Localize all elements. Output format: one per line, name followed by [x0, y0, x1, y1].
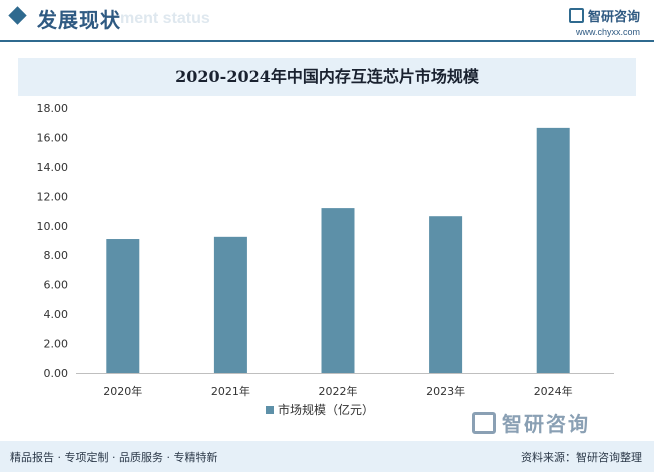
brand: 智研咨询 www.chyxx.com	[568, 5, 640, 37]
brand-logo-icon	[568, 8, 584, 23]
x-tick-label: 2022年	[319, 384, 358, 398]
footer: 精品报告 · 专项定制 · 品质服务 · 专精特新 资料来源：智研咨询整理	[0, 441, 654, 472]
y-tick-label: 2.00	[44, 338, 69, 351]
bar	[213, 236, 247, 373]
legend-swatch	[266, 406, 274, 414]
chart-title-band: 2020-2024年中国内存互连芯片市场规模	[18, 58, 636, 96]
y-tick-label: 0.00	[44, 367, 69, 380]
x-tick-label: 2021年	[211, 384, 250, 398]
x-tick-label: 2024年	[534, 384, 573, 398]
y-tick-label: 10.00	[37, 220, 69, 233]
x-axis: 2020年 2021年 2022年 2023年 2024年	[76, 373, 614, 398]
bar-chart: 0.00 2.00 4.00 6.00 8.00 10.00 12.00 14.00 16.00…	[37, 102, 614, 417]
bars	[106, 127, 570, 373]
bar	[536, 127, 570, 373]
section-title: 发展现状	[37, 8, 121, 32]
header-divider	[0, 40, 654, 42]
bar	[321, 208, 355, 373]
chart-title: 2020-2024年中国内存互连芯片市场规模	[175, 67, 479, 86]
brand-name: 智研咨询	[587, 10, 640, 25]
source-logo-text: 智研咨询	[502, 412, 590, 436]
y-tick-label: 14.00	[37, 161, 69, 174]
x-tick-label: 2020年	[103, 384, 142, 398]
y-tick-label: 18.00	[37, 102, 69, 115]
y-tick-label: 12.00	[37, 190, 69, 203]
y-tick-label: 6.00	[44, 279, 69, 292]
y-tick-label: 16.00	[37, 131, 69, 144]
bar	[429, 216, 463, 373]
source-logo: 智研咨询	[472, 408, 590, 437]
legend: 市场规模（亿元）	[266, 402, 374, 417]
brand-url: www.chyxx.com	[575, 27, 640, 37]
y-tick-label: 8.00	[44, 249, 69, 262]
legend-label: 市场规模（亿元）	[278, 402, 374, 417]
footer-source: 资料来源：智研咨询整理	[521, 451, 642, 464]
bar	[106, 239, 140, 373]
source-logo-icon	[472, 411, 496, 434]
section-ghost-title: ment status	[120, 10, 210, 27]
x-tick-label: 2023年	[426, 384, 465, 398]
header: ment status 发展现状 智研咨询 www.chyxx.com	[0, 0, 654, 40]
y-tick-label: 4.00	[44, 308, 69, 321]
footer-tagline: 精品报告 · 专项定制 · 品质服务 · 专精特新	[10, 451, 218, 464]
y-axis: 0.00 2.00 4.00 6.00 8.00 10.00 12.00 14.00 16.00…	[37, 102, 69, 380]
